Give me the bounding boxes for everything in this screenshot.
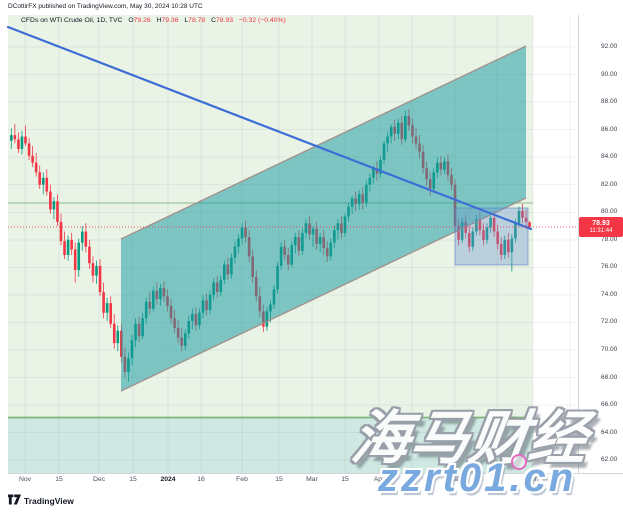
- last-price-badge: 78.93 11:31:44: [579, 217, 623, 237]
- tradingview-logo[interactable]: TradingView: [8, 492, 74, 510]
- time-axis-label[interactable]: Mar: [306, 476, 318, 483]
- consolidation-box[interactable]: [454, 207, 529, 266]
- legend-symbol: CFDs on WTI Crude Oil, 1D, TVC: [21, 17, 123, 24]
- legend-low-label: L: [184, 17, 189, 24]
- ascending-channel[interactable]: [121, 46, 526, 391]
- legend-open-label: O: [128, 17, 134, 24]
- tradingview-logo-text: TradingView: [24, 496, 74, 506]
- legend-high-label: H: [156, 17, 162, 24]
- time-axis-label[interactable]: 16: [197, 476, 205, 483]
- legend-change-value: −0.32 (−0.40%): [238, 17, 286, 24]
- time-axis-label[interactable]: 15: [341, 476, 349, 483]
- time-axis-label[interactable]: Nov: [18, 476, 32, 483]
- price-axis-label[interactable]: 66.00: [601, 401, 618, 409]
- price-axis-label[interactable]: 64.00: [601, 428, 618, 436]
- price-axis-label[interactable]: 80.00: [601, 208, 618, 216]
- price-axis-label[interactable]: 72.00: [601, 318, 618, 326]
- bar-countdown: 11:31:44: [589, 228, 613, 234]
- price-axis-label[interactable]: 74.00: [601, 290, 618, 298]
- price-axis-label[interactable]: 84.00: [601, 153, 618, 161]
- time-axis-label[interactable]: 17: [566, 476, 574, 483]
- time-axis-label[interactable]: 2024: [160, 476, 176, 483]
- price-axis-label[interactable]: 90.00: [601, 70, 618, 78]
- time-axis-label[interactable]: Jun: [527, 476, 539, 483]
- lower-band-zone[interactable]: [8, 418, 533, 473]
- time-axis-label[interactable]: 15: [275, 476, 283, 483]
- price-axis-label[interactable]: 86.00: [601, 125, 618, 133]
- time-axis-label[interactable]: May: [448, 476, 462, 483]
- price-axis-label[interactable]: 78.00: [601, 235, 618, 243]
- descending-trendline[interactable]: [6, 25, 533, 231]
- last-price-value: 78.93: [592, 220, 610, 227]
- pink-coin-icon: [511, 454, 527, 470]
- channel-upper-line[interactable]: [120, 45, 527, 240]
- legend-open-value: 79.26: [133, 17, 151, 24]
- price-axis-label[interactable]: 68.00: [601, 373, 618, 381]
- time-axis-label[interactable]: 20: [493, 476, 501, 483]
- time-axis-label[interactable]: 15: [408, 476, 416, 483]
- time-axis-label[interactable]: 15: [55, 476, 63, 483]
- attribution-text: DCottirFX published on TradingView.com, …: [8, 3, 203, 10]
- legend-high-value: 79.36: [161, 17, 179, 24]
- tradingview-logo-icon: [8, 492, 21, 510]
- price-axis-label[interactable]: 82.00: [601, 180, 618, 188]
- symbol-legend[interactable]: CFDs on WTI Crude Oil, 1D, TVC O79.26 H7…: [21, 17, 286, 24]
- channel-lower-line[interactable]: [120, 197, 527, 392]
- price-axis-label[interactable]: 92.00: [601, 43, 618, 51]
- time-axis-label[interactable]: Apr: [373, 476, 385, 483]
- watermark-site-url: zzrt01.cn: [378, 456, 577, 500]
- legend-low-value: 78.78: [188, 17, 206, 24]
- time-axis-label[interactable]: Dec: [92, 476, 106, 483]
- price-axis-label[interactable]: 76.00: [601, 263, 618, 271]
- price-axis-label[interactable]: 62.00: [601, 456, 618, 464]
- time-axis-label[interactable]: Feb: [236, 476, 248, 483]
- price-axis-label[interactable]: 70.00: [601, 345, 618, 353]
- legend-close-label: C: [211, 17, 216, 24]
- price-axis-label[interactable]: 88.00: [601, 98, 618, 106]
- time-axis-label[interactable]: 15: [129, 476, 137, 483]
- legend-close-value: 78.93: [216, 17, 234, 24]
